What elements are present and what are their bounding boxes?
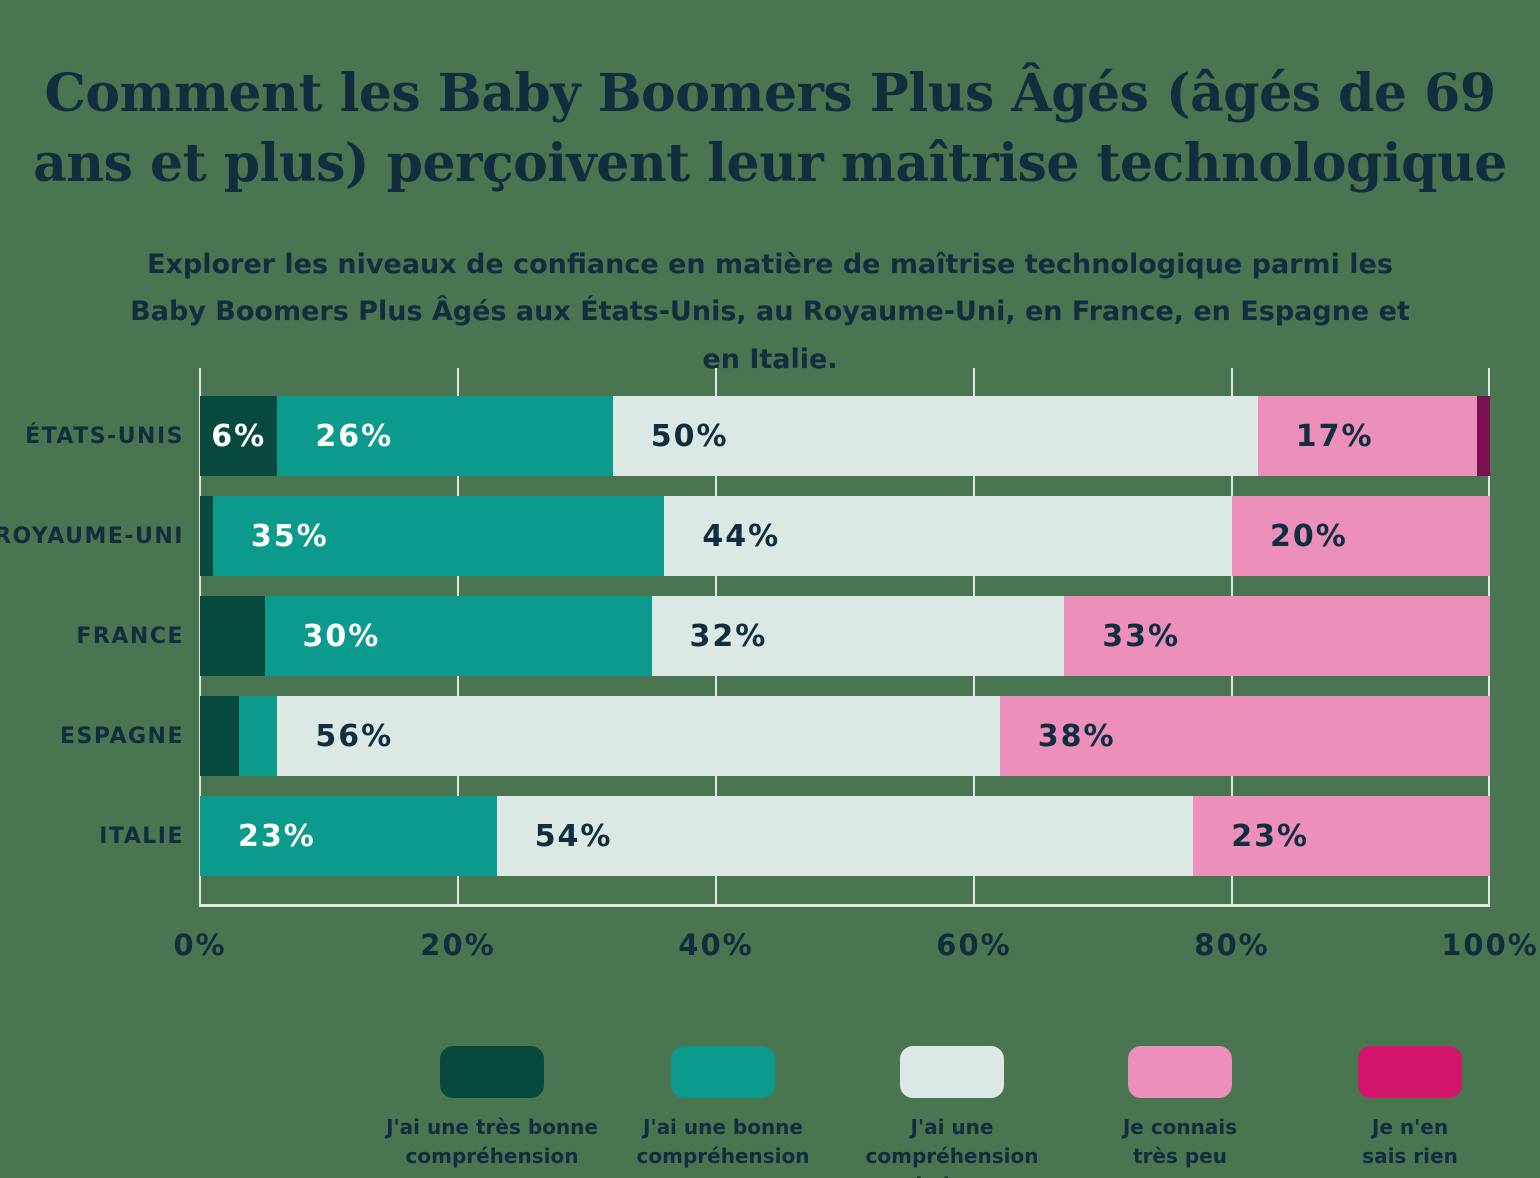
segment-value-label: 50% (650, 418, 729, 454)
chart-subtitle: Explorer les niveaux de confiance en mat… (130, 249, 1410, 375)
bar-segment: 23% (1193, 796, 1490, 876)
x-tick-label: 20% (420, 928, 496, 962)
legend-item: Je n'en sais rien (1285, 1046, 1535, 1171)
bar-segment: 26% (277, 396, 613, 476)
legend-item: Je connais très peu (1055, 1046, 1305, 1171)
bar-row: 6% 26% 50% 17% (200, 396, 1490, 476)
legend-swatch (440, 1046, 544, 1098)
legend-item: J'ai une très bonne compréhension (367, 1046, 617, 1171)
bars-container: 6% 26% 50% 17% 35% 44% 20% 30% 32% 33% 56% 38% 23% 54… (200, 396, 1490, 896)
legend-item: J'ai une bonne compréhension (598, 1046, 848, 1171)
legend-label: J'ai une très bonne compréhension (386, 1115, 598, 1168)
segment-value-label: 26% (315, 418, 394, 454)
x-tick-label: 100% (1441, 928, 1539, 962)
category-label: ROYAUME-UNI (0, 523, 184, 549)
bar-segment: 54% (496, 796, 1194, 876)
bar-segment: 35% (212, 496, 665, 576)
chart-title: Comment les Baby Boomers Plus Âgés (âgés… (33, 62, 1507, 194)
bar-segment: 30% (264, 596, 652, 676)
bar-segment: 23% (200, 796, 497, 876)
category-label: ÉTATS-UNIS (25, 423, 184, 449)
segment-value-label: 17% (1295, 418, 1374, 454)
bar-row: 56% 38% (200, 696, 1490, 776)
x-axis-line (200, 904, 1490, 907)
segment-value-label: 23% (1231, 818, 1310, 854)
legend-swatch (1128, 1046, 1232, 1098)
bar-segment (200, 596, 265, 676)
bar-segment (200, 696, 239, 776)
legend-item: J'ai une compréhension de base (827, 1046, 1077, 1178)
segment-value-label: 23% (238, 818, 316, 854)
bar-row: 30% 32% 33% (200, 596, 1490, 676)
legend-label: J'ai une bonne compréhension (636, 1115, 810, 1168)
bar-segment: 32% (651, 596, 1065, 676)
bar-segment: 33% (1064, 596, 1490, 676)
legend-label: Je connais très peu (1122, 1115, 1238, 1168)
bar-segment: 56% (277, 696, 1000, 776)
x-tick-label: 40% (678, 928, 754, 962)
segment-value-label: 32% (689, 618, 768, 654)
bar-segment: 6% (200, 396, 278, 476)
bar-segment: 17% (1257, 396, 1478, 476)
segment-value-label: 38% (1037, 718, 1116, 754)
segment-value-label: 6% (211, 418, 267, 454)
bar-segment (200, 496, 213, 576)
legend-swatch (1358, 1046, 1462, 1098)
plot-area: 6% 26% 50% 17% 35% 44% 20% 30% 32% 33% 56% 38% 23% 54… (199, 368, 1490, 907)
x-tick-label: 80% (1194, 928, 1270, 962)
bar-segment: 38% (999, 696, 1490, 776)
bar-segment: 50% (612, 396, 1258, 476)
x-tick-label: 60% (936, 928, 1012, 962)
segment-value-label: 35% (250, 518, 329, 554)
segment-value-label: 20% (1269, 518, 1348, 554)
bar-segment (238, 696, 278, 776)
bar-segment: 20% (1231, 496, 1490, 576)
legend-label: J'ai une compréhension de base (865, 1115, 1039, 1178)
bar-row: 23% 54% 23% (200, 796, 1490, 876)
segment-value-label: 44% (702, 518, 781, 554)
category-label: FRANCE (76, 623, 184, 649)
legend-label: Je n'en sais rien (1362, 1115, 1458, 1168)
segment-value-label: 56% (315, 718, 394, 754)
x-tick-label: 0% (173, 928, 227, 962)
legend-swatch (900, 1046, 1004, 1098)
category-label: ITALIE (99, 823, 184, 849)
segment-value-label: 54% (534, 818, 613, 854)
segment-value-label: 33% (1102, 618, 1181, 654)
bar-segment (1477, 396, 1490, 476)
bar-segment: 44% (664, 496, 1232, 576)
bar-row: 35% 44% 20% (200, 496, 1490, 576)
legend-swatch (671, 1046, 775, 1098)
category-label: ESPAGNE (59, 723, 184, 749)
segment-value-label: 30% (302, 618, 381, 654)
